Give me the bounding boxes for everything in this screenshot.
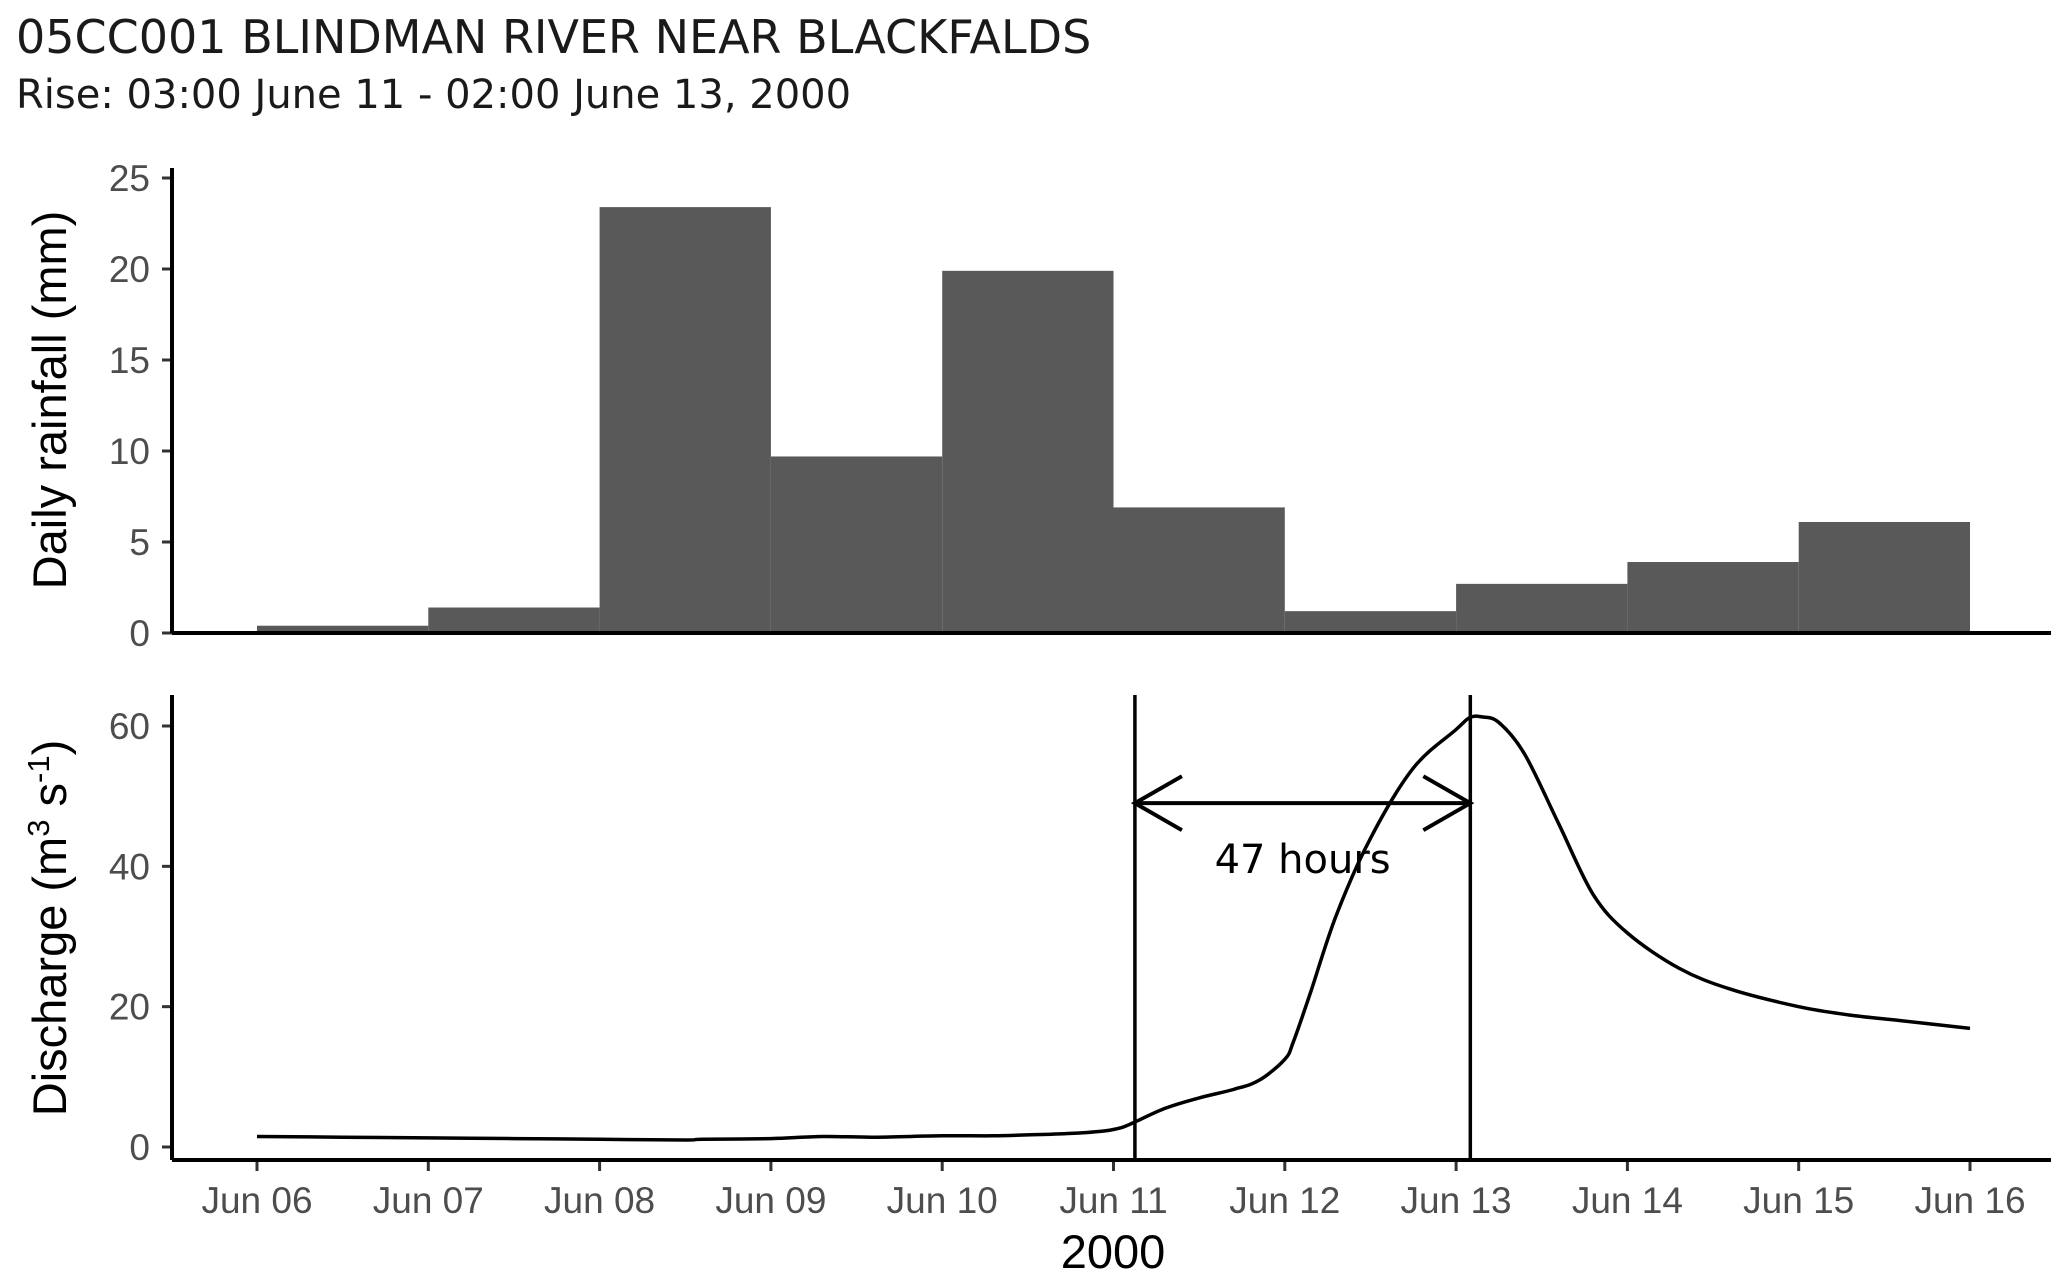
- x-tick-label: Jun 14: [1572, 1180, 1683, 1221]
- rainfall-bar: [1113, 507, 1285, 633]
- rainfall-bar: [942, 270, 1114, 633]
- y-tick-label: 5: [129, 522, 150, 563]
- rainfall-bar: [257, 625, 429, 633]
- x-tick-label: Jun 15: [1743, 1180, 1854, 1221]
- rainfall-bars: [257, 207, 1970, 633]
- rainfall-bar: [1798, 521, 1970, 633]
- rainfall-bar: [770, 456, 943, 633]
- discharge-series-line: [256, 714, 1971, 1142]
- x-tick-label: Jun 06: [201, 1180, 312, 1221]
- x-tick-label: Jun 07: [373, 1180, 484, 1221]
- x-tick-label: Jun 16: [1914, 1180, 2025, 1221]
- discharge-y-ticks: 0 20 40 60: [109, 706, 172, 1168]
- x-tick-label: Jun 08: [544, 1180, 655, 1221]
- y-tick-label: 60: [109, 706, 150, 747]
- y-tick-label: 40: [109, 846, 150, 887]
- y-tick-label: 10: [109, 431, 150, 472]
- rainfall-bar: [1627, 562, 1799, 633]
- x-tick-label: Jun 09: [715, 1180, 826, 1221]
- rainfall-bar: [599, 207, 771, 633]
- rainfall-y-ticks: 0 5 10 15 20 25: [109, 158, 172, 654]
- x-tick-label: Jun 10: [887, 1180, 998, 1221]
- rainfall-bar: [1456, 583, 1628, 633]
- discharge-x-ticks: Jun 06 Jun 07 Jun 08 Jun 09 Jun 10 Jun 11 Jun …: [201, 1160, 2026, 1221]
- x-tick-label: Jun 12: [1229, 1180, 1340, 1221]
- chart-subtitle: Rise: 03:00 June 11 - 02:00 June 13, 200…: [16, 72, 852, 118]
- discharge-y-axis-title: Discharge (m3 s-1): [21, 740, 77, 1117]
- x-axis-title: 2000: [1061, 1225, 1166, 1278]
- arrow-head-left: [1130, 774, 1183, 832]
- chart-title: 05CC001 BLINDMAN RIVER NEAR BLACKFALDS: [16, 10, 1092, 64]
- rise-duration-label: 47 hours: [1215, 837, 1391, 883]
- y-tick-label: 25: [109, 158, 150, 199]
- y-tick-label: 20: [109, 249, 150, 290]
- rise-duration-arrow: [1130, 774, 1475, 832]
- y-tick-label: 0: [129, 1127, 150, 1168]
- y-tick-label: 20: [109, 987, 150, 1028]
- arrow-head-right: [1422, 774, 1475, 832]
- x-tick-label: Jun 11: [1059, 1180, 1167, 1221]
- x-tick-label: Jun 13: [1401, 1180, 1512, 1221]
- rainfall-y-axis-title: Daily rainfall (mm): [23, 211, 76, 590]
- rainfall-bar: [428, 607, 600, 633]
- y-tick-label: 0: [129, 613, 150, 654]
- y-tick-label: 15: [109, 340, 150, 381]
- rainfall-panel: 0 5 10 15 20 25 Daily rainfall (mm): [23, 158, 2051, 654]
- rainfall-bar: [1284, 611, 1457, 633]
